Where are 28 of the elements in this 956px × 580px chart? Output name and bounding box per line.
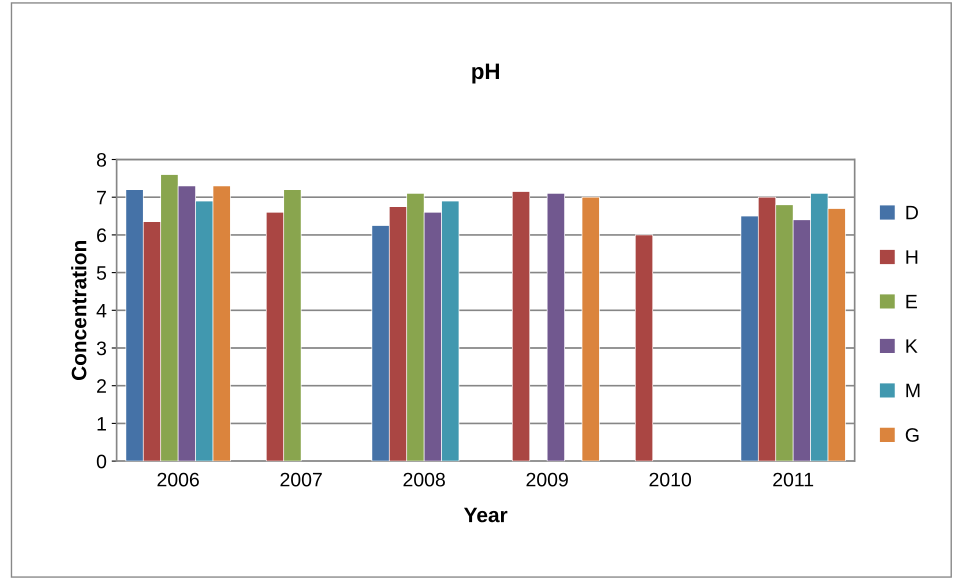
x-tick-label: 2009 xyxy=(526,472,568,486)
y-tick-label: 1 xyxy=(98,417,106,430)
y-tick-label: 4 xyxy=(96,304,106,318)
legend-label: H xyxy=(906,250,918,264)
y-tick-label: 7 xyxy=(97,190,106,204)
x-tick-label: 2011 xyxy=(773,472,814,486)
y-axis-title: Concentration xyxy=(71,240,86,380)
chart-title: pH xyxy=(472,64,499,84)
bar xyxy=(546,193,565,462)
legend-label: K xyxy=(906,339,918,353)
x-tick-label: 2007 xyxy=(280,472,322,486)
y-tick-label: 6 xyxy=(97,228,106,242)
legend-label: G xyxy=(906,428,918,442)
legend-label: E xyxy=(906,294,917,308)
bar xyxy=(512,191,530,462)
x-tick-label: 2006 xyxy=(157,472,199,486)
bar xyxy=(582,196,600,462)
legend-label: D xyxy=(906,206,918,220)
y-tick-label: 8 xyxy=(96,152,106,167)
x-axis-title: Year xyxy=(464,508,508,522)
x-tick-label: 2008 xyxy=(404,472,445,486)
bar xyxy=(634,234,654,462)
y-tick-label: 3 xyxy=(96,341,106,356)
x-tick-label: 2010 xyxy=(650,472,692,486)
y-tick-label: 5 xyxy=(96,266,106,280)
y-tick-label: 0 xyxy=(96,454,106,468)
legend-label: M xyxy=(906,384,920,398)
y-tick-label: 2 xyxy=(97,379,106,393)
